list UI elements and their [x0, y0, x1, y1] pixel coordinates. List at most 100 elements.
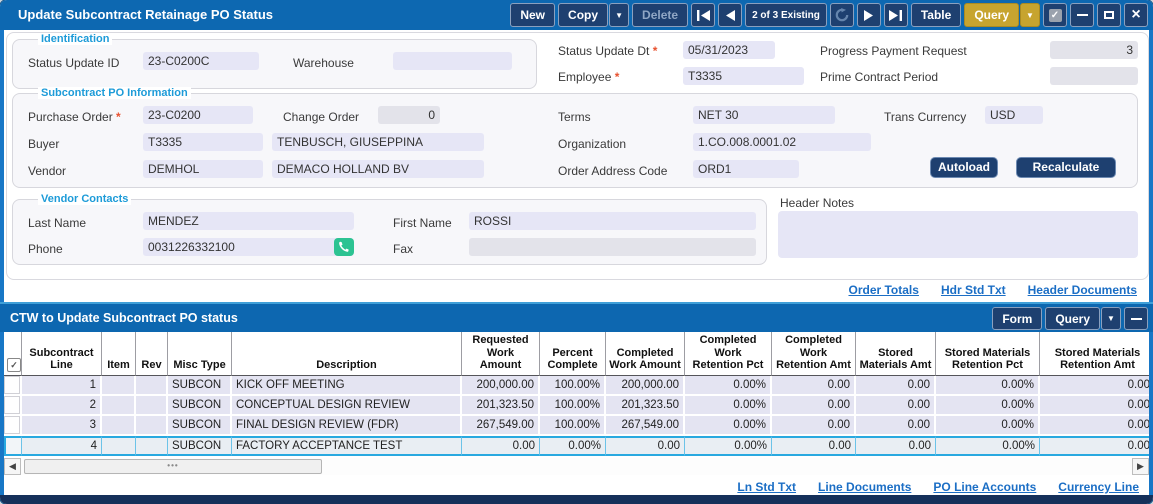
table-cell[interactable]: 0.00: [1040, 396, 1149, 416]
table-cell[interactable]: 0.00%: [540, 436, 606, 456]
copy-dropdown-icon[interactable]: ▼: [609, 3, 629, 27]
line-minimize-button[interactable]: [1124, 307, 1148, 330]
close-button[interactable]: ×: [1124, 3, 1148, 27]
ln-std-txt-link[interactable]: Ln Std Txt: [737, 480, 796, 494]
vendor-field[interactable]: DEMHOL: [143, 160, 263, 178]
table-cell[interactable]: 100.00%: [540, 416, 606, 436]
table-cell[interactable]: 201,323.50: [606, 396, 685, 416]
table-cell[interactable]: 0.00: [1040, 376, 1149, 396]
table-row[interactable]: 1SUBCONKICK OFF MEETING200,000.00100.00%…: [4, 376, 1149, 396]
table-row[interactable]: 4SUBCONFACTORY ACCEPTANCE TEST0.000.00%0…: [4, 436, 1149, 456]
table-cell[interactable]: 0.00: [772, 416, 856, 436]
line-documents-link[interactable]: Line Documents: [818, 480, 911, 494]
table-view-button[interactable]: Table: [911, 3, 961, 27]
last-record-icon[interactable]: [884, 3, 908, 27]
column-header[interactable]: Completed Work Amount: [606, 332, 685, 376]
maximize-button[interactable]: [1097, 3, 1121, 27]
table-cell[interactable]: 0.00%: [685, 416, 772, 436]
order-address-code-field[interactable]: ORD1: [693, 160, 799, 178]
header-documents-link[interactable]: Header Documents: [1028, 283, 1137, 297]
scrollbar-thumb[interactable]: •••: [24, 459, 322, 474]
column-header[interactable]: Completed Work Retention Amt: [772, 332, 856, 376]
table-cell[interactable]: 0.00%: [685, 396, 772, 416]
table-cell[interactable]: 0.00%: [936, 436, 1040, 456]
buyer-field[interactable]: T3335: [143, 133, 263, 151]
table-cell[interactable]: 1: [22, 376, 102, 396]
table-cell[interactable]: 0.00: [772, 396, 856, 416]
table-cell[interactable]: 0.00: [606, 436, 685, 456]
table-cell[interactable]: [136, 376, 168, 396]
purchase-order-field[interactable]: 23-C0200: [143, 106, 253, 124]
hdr-std-txt-link[interactable]: Hdr Std Txt: [941, 283, 1006, 297]
table-cell[interactable]: 0.00: [856, 416, 936, 436]
column-header[interactable]: Subcontract Line: [22, 332, 102, 376]
column-header[interactable]: Description: [232, 332, 462, 376]
autoload-button[interactable]: Autoload: [930, 157, 998, 178]
checkbox-toggle-button[interactable]: ✓: [1043, 3, 1067, 27]
table-cell[interactable]: 267,549.00: [606, 416, 685, 436]
row-selector[interactable]: [4, 436, 22, 456]
table-cell[interactable]: 0.00: [1040, 416, 1149, 436]
table-cell[interactable]: 0.00: [772, 436, 856, 456]
order-totals-link[interactable]: Order Totals: [848, 283, 918, 297]
query-dropdown-icon[interactable]: ▼: [1020, 3, 1040, 27]
table-cell[interactable]: 0.00%: [936, 416, 1040, 436]
status-update-dt-field[interactable]: 05/31/2023: [683, 41, 775, 59]
table-cell[interactable]: SUBCON: [168, 436, 232, 456]
employee-field[interactable]: T3335: [683, 67, 804, 85]
warehouse-field[interactable]: [393, 52, 512, 70]
table-cell[interactable]: 0.00: [856, 396, 936, 416]
table-cell[interactable]: 100.00%: [540, 396, 606, 416]
copy-button[interactable]: Copy: [558, 3, 608, 27]
select-all-header[interactable]: ✓: [4, 332, 22, 376]
table-cell[interactable]: KICK OFF MEETING: [232, 376, 462, 396]
minimize-button[interactable]: [1070, 3, 1094, 27]
column-header[interactable]: Completed Work Retention Pct: [685, 332, 772, 376]
organization-field[interactable]: 1.CO.008.0001.02: [693, 133, 871, 151]
table-cell[interactable]: 4: [22, 436, 102, 456]
table-cell[interactable]: 2: [22, 396, 102, 416]
table-row[interactable]: 2SUBCONCONCEPTUAL DESIGN REVIEW201,323.5…: [4, 396, 1149, 416]
table-cell[interactable]: 0.00%: [685, 376, 772, 396]
row-selector[interactable]: [4, 416, 22, 436]
header-notes-field[interactable]: [778, 211, 1138, 258]
next-record-icon[interactable]: [857, 3, 881, 27]
column-header[interactable]: Percent Complete: [540, 332, 606, 376]
recalculate-button[interactable]: Recalculate: [1016, 157, 1116, 178]
column-header[interactable]: Requested Work Amount: [462, 332, 540, 376]
table-cell[interactable]: 0.00: [856, 436, 936, 456]
table-cell[interactable]: SUBCON: [168, 396, 232, 416]
table-cell[interactable]: [102, 376, 136, 396]
column-header[interactable]: Stored Materials Retention Pct: [936, 332, 1040, 376]
table-cell[interactable]: SUBCON: [168, 416, 232, 436]
trans-currency-field[interactable]: USD: [985, 106, 1043, 124]
table-cell[interactable]: CONCEPTUAL DESIGN REVIEW: [232, 396, 462, 416]
table-cell[interactable]: 0.00: [1040, 436, 1149, 456]
column-header[interactable]: Rev: [136, 332, 168, 376]
table-cell[interactable]: 200,000.00: [606, 376, 685, 396]
column-header[interactable]: Stored Materials Amt: [856, 332, 936, 376]
previous-record-icon[interactable]: [718, 3, 742, 27]
line-query-dropdown-icon[interactable]: ▼: [1101, 307, 1121, 330]
table-row[interactable]: 3SUBCONFINAL DESIGN REVIEW (FDR)267,549.…: [4, 416, 1149, 436]
table-cell[interactable]: 0.00%: [685, 436, 772, 456]
scroll-left-icon[interactable]: ◀: [4, 458, 21, 475]
terms-field[interactable]: NET 30: [693, 106, 835, 124]
po-line-accounts-link[interactable]: PO Line Accounts: [933, 480, 1036, 494]
table-cell[interactable]: 200,000.00: [462, 376, 540, 396]
column-header[interactable]: Stored Materials Retention Amt: [1040, 332, 1149, 376]
status-update-id-field[interactable]: 23-C0200C: [143, 52, 259, 70]
column-header[interactable]: Item: [102, 332, 136, 376]
table-cell[interactable]: SUBCON: [168, 376, 232, 396]
table-cell[interactable]: [136, 396, 168, 416]
scroll-right-icon[interactable]: ▶: [1132, 458, 1149, 475]
table-cell[interactable]: 100.00%: [540, 376, 606, 396]
table-cell[interactable]: [136, 416, 168, 436]
table-cell[interactable]: [102, 436, 136, 456]
table-cell[interactable]: FACTORY ACCEPTANCE TEST: [232, 436, 462, 456]
new-button[interactable]: New: [510, 3, 555, 27]
form-view-button[interactable]: Form: [992, 307, 1042, 330]
table-cell[interactable]: [102, 396, 136, 416]
table-cell[interactable]: 201,323.50: [462, 396, 540, 416]
table-cell[interactable]: 0.00: [462, 436, 540, 456]
